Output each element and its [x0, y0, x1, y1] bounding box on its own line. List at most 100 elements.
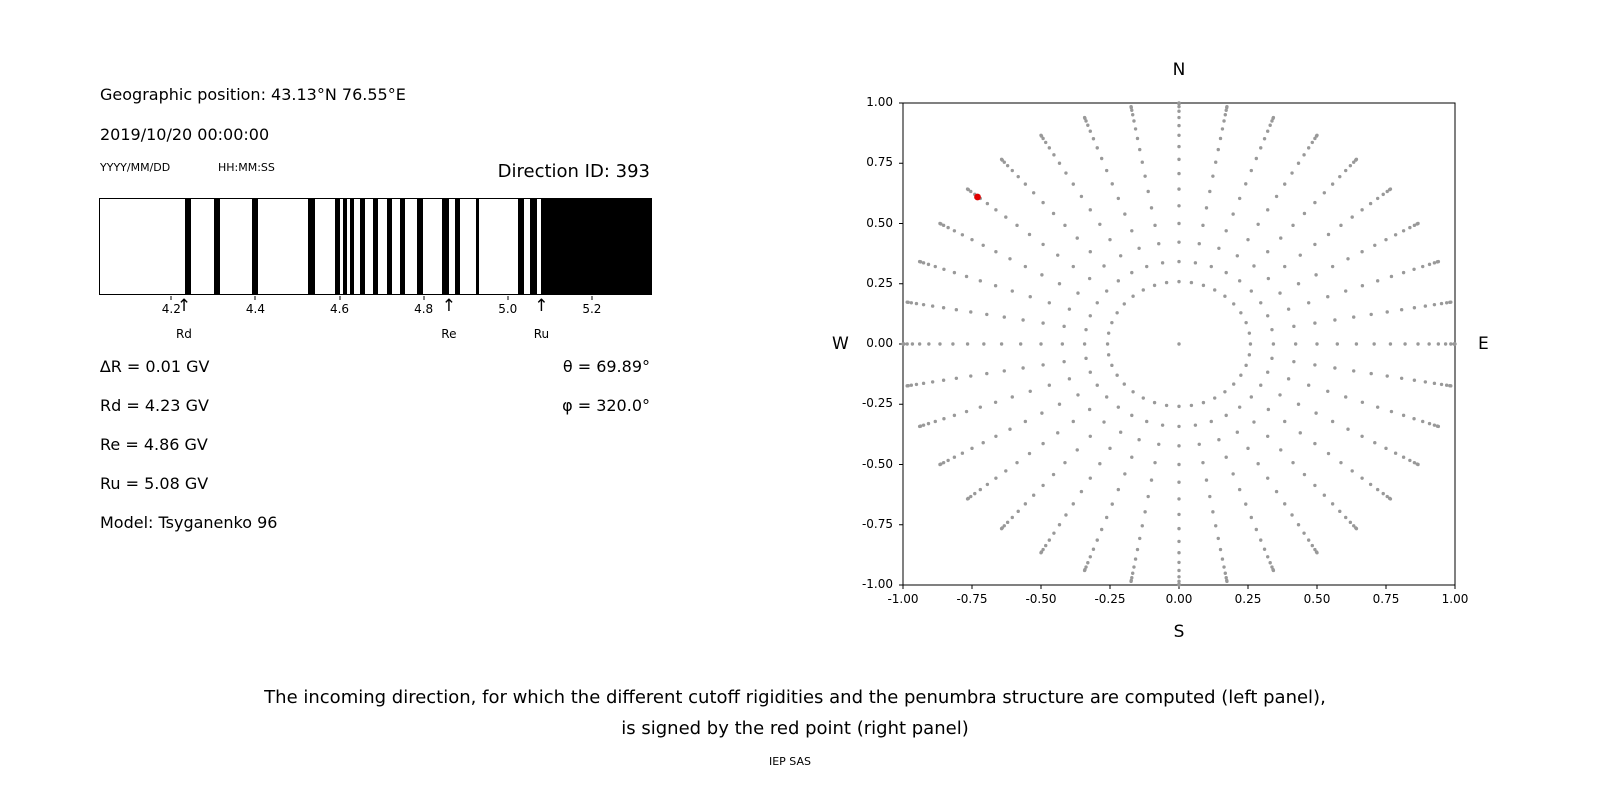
direction-dot: [1095, 383, 1099, 387]
direction-dot: [1338, 509, 1342, 514]
direction-dot: [1256, 222, 1260, 226]
direction-dot: [1385, 494, 1389, 499]
direction-dot: [1039, 133, 1043, 137]
direction-dot: [1427, 342, 1431, 346]
direction-dot: [1039, 551, 1043, 555]
direction-dot: [1216, 536, 1220, 541]
direction-dot: [1086, 123, 1090, 127]
direction-dot: [1091, 547, 1096, 551]
direction-dot: [1330, 502, 1335, 506]
direction-dot: [1208, 494, 1212, 499]
direction-dot: [941, 223, 946, 228]
direction-dot: [1360, 400, 1365, 404]
direction-dot: [1004, 469, 1008, 473]
direction-dot: [1225, 579, 1229, 584]
rd-arrow-icon: ↑: [176, 296, 192, 316]
direction-dot: [1110, 363, 1114, 368]
direction-dot: [1140, 160, 1144, 164]
direction-dot: [1449, 384, 1453, 388]
direction-dot: [1439, 382, 1444, 387]
direction-dot: [1314, 411, 1318, 415]
direction-dot: [1344, 395, 1348, 399]
penumbra-band: [335, 199, 340, 294]
direction-dot: [1314, 273, 1318, 277]
direction-dot: [1177, 123, 1181, 128]
direction-dot: [1079, 489, 1084, 494]
direction-dot: [1283, 264, 1287, 269]
direction-dot: [1412, 378, 1417, 382]
direction-dot: [1262, 547, 1267, 551]
direction-dot: [1040, 273, 1044, 277]
direction-dot: [1283, 182, 1287, 186]
direction-dot: [1283, 502, 1287, 506]
direction-dot: [938, 462, 942, 467]
direction-dot: [1330, 419, 1335, 424]
direction-dot: [1177, 551, 1181, 555]
direction-dot: [1388, 187, 1393, 191]
penumbra-band: [540, 199, 651, 294]
direction-dot: [1104, 168, 1109, 173]
direction-dot: [1102, 264, 1106, 268]
direction-dot: [1110, 320, 1114, 325]
y-tick-label: 0.50: [866, 215, 893, 230]
direction-dot: [1131, 113, 1135, 117]
direction-dot: [1416, 462, 1420, 467]
direction-dot: [1278, 291, 1282, 295]
x-tick-label: 5.0: [498, 302, 518, 316]
direction-dot: [1248, 342, 1253, 346]
direction-dot: [1254, 527, 1259, 532]
direction-dot: [1157, 241, 1161, 246]
direction-dot: [1152, 400, 1157, 405]
direction-dot: [965, 187, 970, 191]
direction-dot: [1062, 324, 1066, 329]
direction-dot: [1153, 223, 1157, 228]
direction-dot: [1249, 289, 1254, 293]
direction-dot: [1131, 571, 1135, 575]
direction-dot: [1088, 370, 1092, 374]
direction-dot: [1177, 560, 1181, 565]
direction-dot: [1360, 249, 1364, 254]
x-tick-label: 0.25: [1234, 592, 1262, 606]
direction-dot: [1298, 431, 1302, 435]
direction-dot: [1344, 515, 1348, 520]
y-tick-label: -0.25: [861, 396, 893, 411]
direction-dot: [1088, 129, 1092, 133]
direction-dot: [1177, 424, 1181, 429]
direction-dot: [1313, 200, 1317, 205]
direction-dot: [952, 455, 957, 459]
direction-dot: [1076, 291, 1080, 295]
y-tick-label: 0.25: [866, 275, 893, 290]
direction-dot: [970, 446, 974, 451]
direction-dot: [1313, 483, 1317, 488]
direction-dot: [1237, 405, 1242, 409]
direction-dot: [1021, 366, 1025, 370]
direction-dot: [999, 157, 1004, 162]
direction-dot: [1385, 374, 1389, 378]
direction-dot: [1223, 390, 1227, 394]
direction-dot: [1095, 538, 1099, 542]
direction-dot: [1416, 221, 1420, 226]
direction-dot: [1135, 547, 1140, 552]
direction-dot: [1268, 561, 1272, 565]
direction-dot: [1449, 342, 1453, 346]
direction-dot: [1214, 524, 1218, 528]
direction-dot: [1344, 168, 1348, 173]
direction-dot: [921, 381, 926, 386]
direction-dot: [982, 342, 986, 346]
direction-dot: [1177, 240, 1181, 244]
rd-marker-label: Rd: [175, 327, 192, 341]
selected-direction-point: [974, 193, 981, 201]
direction-dot: [1010, 168, 1014, 173]
penumbra-band: [386, 199, 392, 294]
y-tick-label: -0.50: [861, 456, 893, 471]
direction-dot: [994, 476, 998, 480]
direction-dot: [1143, 510, 1147, 514]
direction-dot: [941, 460, 946, 465]
re-value-label: Re = 4.86 GV: [100, 435, 208, 454]
direction-dot: [1368, 201, 1373, 206]
direction-dot: [1047, 383, 1052, 387]
direction-dot: [1031, 493, 1036, 497]
direction-dot: [1222, 119, 1226, 123]
direction-dot: [1095, 301, 1099, 305]
direction-dot: [1315, 342, 1319, 346]
